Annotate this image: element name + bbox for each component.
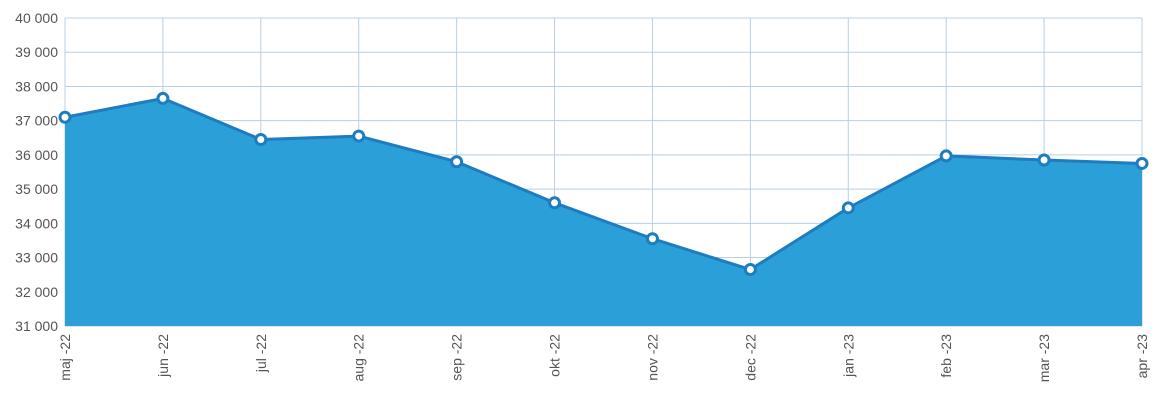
y-axis: 31 000 32 000 33 000 34 000 35 000 36 000 37 0… [15,10,58,334]
x-tick-label: sep -22 [449,334,465,381]
y-tick-label: 36 000 [15,147,58,163]
x-tick-label: jan -23 [840,334,856,378]
data-point[interactable] [58,110,72,124]
y-tick-label: 32 000 [15,284,58,300]
y-tick-label: 39 000 [15,44,58,60]
x-tick-label: feb -23 [938,334,954,378]
series-area [65,98,1142,326]
y-tick-label: 40 000 [15,10,58,26]
data-point[interactable] [645,232,659,246]
data-point[interactable] [548,196,562,210]
area-layer [64,96,1143,326]
data-point[interactable] [1037,153,1051,167]
data-point[interactable] [254,132,268,146]
x-tick-label: maj -22 [57,334,73,381]
data-point[interactable] [841,201,855,215]
data-point[interactable] [156,91,170,105]
data-point[interactable] [352,129,366,143]
y-tick-label: 34 000 [15,215,58,231]
x-tick-label: nov -22 [644,334,660,381]
x-tick-label: okt -22 [547,334,563,377]
x-tick-label: dec -22 [742,334,758,381]
data-point[interactable] [450,155,464,169]
y-tick-label: 33 000 [15,250,58,266]
x-tick-label: aug -22 [351,334,367,382]
y-tick-label: 38 000 [15,78,58,94]
x-tick-label: mar -23 [1036,334,1052,382]
series-line [64,96,1143,272]
data-point[interactable] [939,149,953,163]
data-markers [58,91,1149,277]
x-tick-label: apr -23 [1134,334,1150,379]
y-tick-label: 31 000 [15,318,58,334]
x-tick-label: jun -22 [155,334,171,378]
x-tick-label: jul -22 [253,334,269,373]
y-tick-label: 35 000 [15,181,58,197]
y-tick-label: 37 000 [15,113,58,129]
data-point[interactable] [1135,156,1149,170]
x-axis: maj -22 jun -22 jul -22 aug -22 sep -22 okt -… [57,334,1150,382]
data-point[interactable] [743,263,757,277]
